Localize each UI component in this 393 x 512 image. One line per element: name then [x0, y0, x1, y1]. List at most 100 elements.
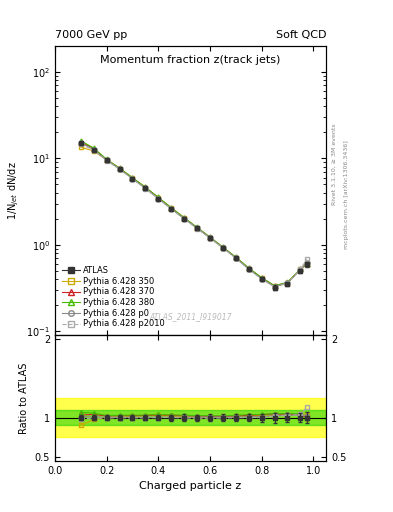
Text: Momentum fraction z(track jets): Momentum fraction z(track jets) — [101, 55, 281, 65]
Pythia 6.428 380 — [117, 165, 122, 171]
Pythia 6.428 380 — [233, 254, 238, 260]
Pythia 6.428 p2010 — [208, 235, 212, 241]
Pythia 6.428 350 — [130, 175, 135, 181]
Pythia 6.428 380 — [208, 234, 212, 240]
Pythia 6.428 350 — [285, 280, 290, 286]
Pythia 6.428 p2010 — [169, 206, 174, 212]
Pythia 6.428 p2010 — [79, 141, 83, 147]
Pythia 6.428 380 — [182, 215, 187, 221]
Pythia 6.428 380 — [169, 205, 174, 211]
Pythia 6.428 370 — [182, 215, 187, 221]
Pythia 6.428 370 — [92, 145, 96, 152]
Pythia 6.428 370 — [79, 139, 83, 145]
Pythia 6.428 p0 — [79, 140, 83, 146]
Pythia 6.428 370 — [272, 283, 277, 289]
Pythia 6.428 p0 — [208, 234, 212, 241]
Y-axis label: Ratio to ATLAS: Ratio to ATLAS — [19, 362, 29, 434]
Pythia 6.428 370 — [208, 234, 212, 241]
Pythia 6.428 380 — [195, 224, 199, 230]
Pythia 6.428 370 — [246, 265, 251, 271]
Pythia 6.428 p0 — [182, 216, 187, 222]
Pythia 6.428 350 — [117, 166, 122, 172]
Text: mcplots.cern.ch [arXiv:1306.3436]: mcplots.cern.ch [arXiv:1306.3436] — [344, 140, 349, 249]
Pythia 6.428 380 — [259, 274, 264, 281]
Pythia 6.428 350 — [92, 148, 96, 154]
Pythia 6.428 p2010 — [233, 255, 238, 261]
Text: ATLAS_2011_I919017: ATLAS_2011_I919017 — [149, 312, 232, 321]
Pythia 6.428 p0 — [259, 275, 264, 282]
Text: 7000 GeV pp: 7000 GeV pp — [55, 30, 127, 40]
Pythia 6.428 380 — [143, 184, 148, 190]
Pythia 6.428 p2010 — [272, 284, 277, 290]
Pythia 6.428 p0 — [92, 147, 96, 153]
Pythia 6.428 p2010 — [195, 226, 199, 232]
Pythia 6.428 p0 — [246, 266, 251, 272]
Pythia 6.428 350 — [298, 266, 303, 272]
Pythia 6.428 p2010 — [143, 185, 148, 191]
Pythia 6.428 p2010 — [104, 158, 109, 164]
Pythia 6.428 370 — [156, 195, 161, 201]
Pythia 6.428 p0 — [195, 225, 199, 231]
Pythia 6.428 380 — [220, 244, 225, 250]
Pythia 6.428 p0 — [305, 260, 309, 266]
Pythia 6.428 370 — [285, 280, 290, 286]
Pythia 6.428 370 — [298, 266, 303, 272]
Line: Pythia 6.428 p0: Pythia 6.428 p0 — [79, 140, 309, 289]
Pythia 6.428 380 — [285, 279, 290, 285]
Pythia 6.428 350 — [182, 216, 187, 222]
Pythia 6.428 370 — [130, 175, 135, 181]
Pythia 6.428 370 — [233, 254, 238, 261]
Pythia 6.428 350 — [104, 157, 109, 163]
X-axis label: Charged particle z: Charged particle z — [140, 481, 242, 491]
Line: Pythia 6.428 380: Pythia 6.428 380 — [79, 138, 309, 288]
Line: Pythia 6.428 p2010: Pythia 6.428 p2010 — [79, 141, 309, 289]
Pythia 6.428 p2010 — [92, 147, 96, 154]
Pythia 6.428 370 — [259, 275, 264, 281]
Pythia 6.428 p2010 — [246, 266, 251, 272]
Pythia 6.428 350 — [79, 144, 83, 150]
Pythia 6.428 p0 — [130, 176, 135, 182]
Pythia 6.428 380 — [130, 175, 135, 181]
Pythia 6.428 370 — [169, 205, 174, 211]
Pythia 6.428 380 — [246, 265, 251, 271]
Pythia 6.428 p2010 — [220, 245, 225, 251]
Pythia 6.428 p0 — [285, 280, 290, 286]
Pythia 6.428 p0 — [143, 185, 148, 191]
Text: Soft QCD: Soft QCD — [276, 30, 326, 40]
Pythia 6.428 380 — [272, 283, 277, 289]
Pythia 6.428 p0 — [298, 267, 303, 273]
Bar — [55, 410, 326, 425]
Pythia 6.428 p0 — [272, 284, 277, 290]
Pythia 6.428 350 — [143, 184, 148, 190]
Pythia 6.428 350 — [233, 254, 238, 261]
Pythia 6.428 380 — [298, 266, 303, 272]
Legend: ATLAS, Pythia 6.428 350, Pythia 6.428 370, Pythia 6.428 380, Pythia 6.428 p0, Py: ATLAS, Pythia 6.428 350, Pythia 6.428 37… — [59, 264, 167, 331]
Pythia 6.428 350 — [208, 234, 212, 241]
Pythia 6.428 p0 — [233, 255, 238, 261]
Pythia 6.428 p2010 — [182, 216, 187, 222]
Pythia 6.428 370 — [305, 261, 309, 267]
Pythia 6.428 380 — [92, 145, 96, 151]
Pythia 6.428 370 — [143, 184, 148, 190]
Pythia 6.428 380 — [305, 261, 309, 267]
Bar — [55, 398, 326, 437]
Pythia 6.428 p2010 — [117, 166, 122, 173]
Pythia 6.428 350 — [272, 283, 277, 289]
Pythia 6.428 p0 — [117, 166, 122, 172]
Text: Rivet 3.1.10, ≥ 3M events: Rivet 3.1.10, ≥ 3M events — [332, 123, 337, 205]
Pythia 6.428 p0 — [156, 196, 161, 202]
Pythia 6.428 p2010 — [259, 276, 264, 282]
Pythia 6.428 350 — [169, 205, 174, 211]
Pythia 6.428 p2010 — [285, 280, 290, 286]
Pythia 6.428 p2010 — [305, 256, 309, 262]
Pythia 6.428 380 — [104, 156, 109, 162]
Pythia 6.428 350 — [259, 275, 264, 281]
Pythia 6.428 370 — [117, 165, 122, 172]
Pythia 6.428 380 — [79, 138, 83, 144]
Pythia 6.428 380 — [156, 195, 161, 201]
Pythia 6.428 p2010 — [156, 196, 161, 202]
Pythia 6.428 p0 — [220, 245, 225, 251]
Pythia 6.428 370 — [104, 157, 109, 163]
Line: Pythia 6.428 370: Pythia 6.428 370 — [79, 140, 309, 288]
Pythia 6.428 p0 — [104, 157, 109, 163]
